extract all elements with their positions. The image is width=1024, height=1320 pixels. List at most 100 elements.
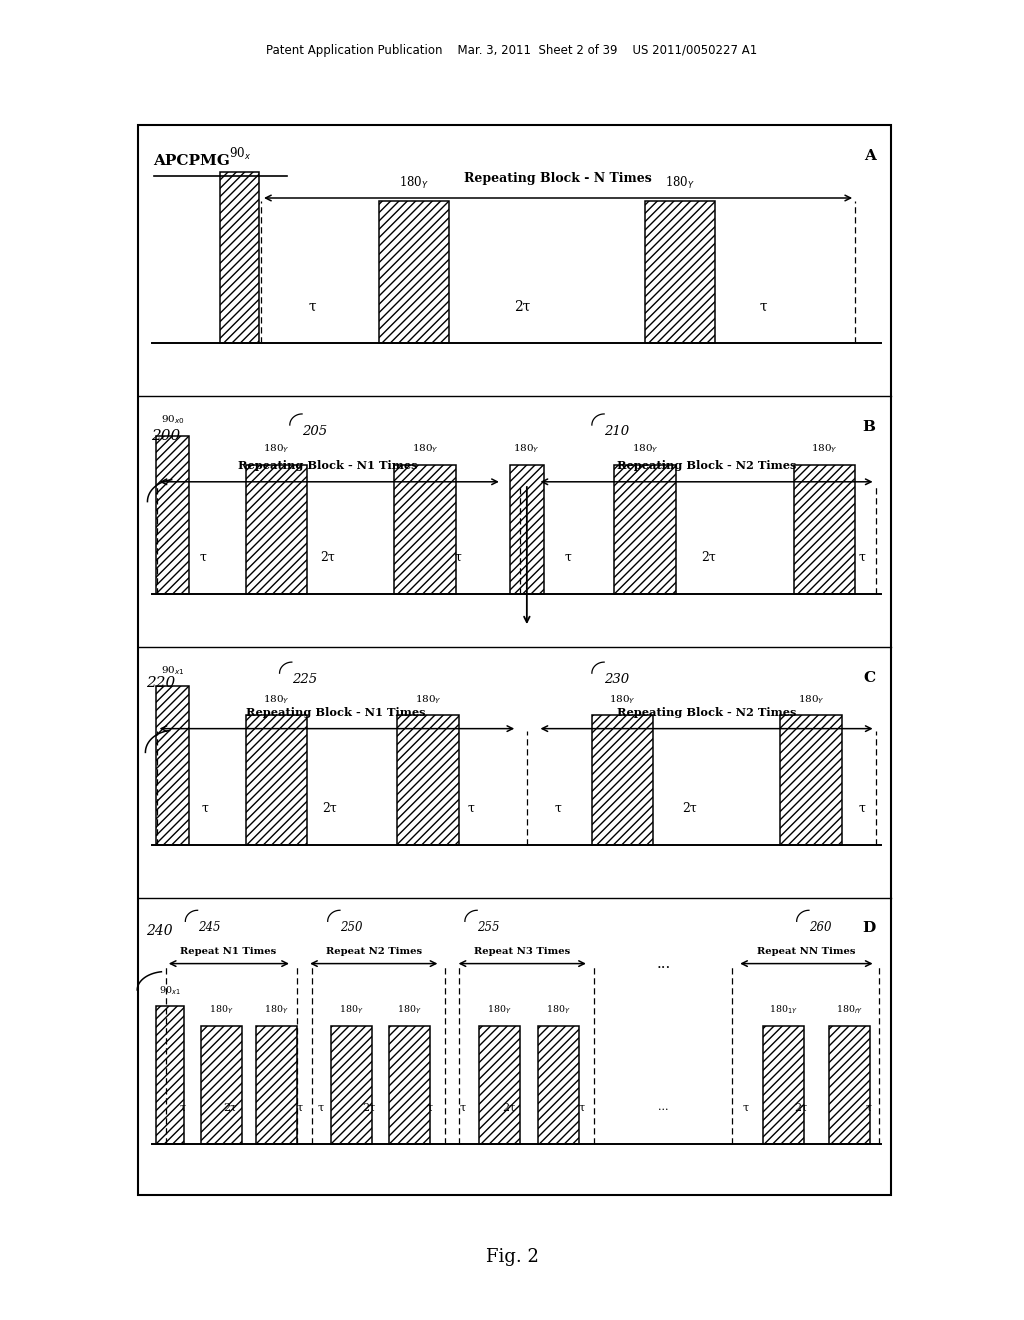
Text: τ: τ [859, 801, 865, 814]
Text: 2τ: 2τ [682, 801, 696, 814]
Text: Fig. 2: Fig. 2 [485, 1247, 539, 1266]
Text: D: D [862, 921, 876, 936]
Text: 180$_Y$: 180$_Y$ [339, 1005, 364, 1016]
Text: 180$_Y$: 180$_Y$ [398, 176, 429, 191]
Text: 250: 250 [340, 921, 362, 935]
Text: 180$_{rY}$: 180$_{rY}$ [837, 1005, 863, 1016]
Text: Repeating Block - N1 Times: Repeating Block - N1 Times [238, 461, 418, 471]
Text: 2τ: 2τ [321, 550, 335, 564]
Bar [246, 715, 307, 845]
Text: τ: τ [179, 1102, 185, 1113]
Bar [156, 436, 189, 594]
Text: τ: τ [427, 1102, 433, 1113]
Text: Repeat NN Times: Repeat NN Times [757, 946, 855, 956]
Text: 245: 245 [198, 921, 220, 935]
Bar [614, 465, 676, 594]
Text: Repeat N1 Times: Repeat N1 Times [180, 946, 276, 956]
Text: 90$_{x1}$: 90$_{x1}$ [159, 985, 181, 997]
Bar [156, 686, 189, 845]
Bar [394, 465, 456, 594]
Text: 180$_Y$: 180$_Y$ [264, 1005, 289, 1016]
Text: 2τ: 2τ [701, 550, 716, 564]
Text: 90$_{x1}$: 90$_{x1}$ [161, 664, 184, 677]
Bar [794, 465, 855, 594]
Text: 180$_Y$: 180$_Y$ [546, 1005, 570, 1016]
Text: C: C [863, 671, 876, 685]
Text: 180$_Y$: 180$_Y$ [811, 442, 838, 455]
Bar [645, 201, 715, 343]
Text: Repeating Block - N1 Times: Repeating Block - N1 Times [246, 708, 426, 718]
Text: τ: τ [859, 550, 865, 564]
Text: 180$_Y$: 180$_Y$ [609, 693, 636, 706]
Text: B: B [862, 420, 876, 434]
Text: 2τ: 2τ [514, 300, 530, 313]
Text: 255: 255 [477, 921, 500, 935]
Text: τ: τ [317, 1102, 324, 1113]
Text: A: A [863, 149, 876, 164]
Text: Repeating Block - N Times: Repeating Block - N Times [464, 172, 652, 185]
Bar [538, 1026, 579, 1144]
Text: 225: 225 [292, 673, 317, 686]
Text: 210: 210 [604, 425, 630, 438]
Text: τ: τ [468, 801, 474, 814]
Text: 2τ: 2τ [502, 1102, 516, 1113]
Bar [780, 715, 842, 845]
Text: τ: τ [579, 1102, 585, 1113]
Text: 2τ: 2τ [361, 1102, 376, 1113]
Text: τ: τ [202, 801, 208, 814]
Text: Repeat N3 Times: Repeat N3 Times [474, 946, 570, 956]
Bar [479, 1026, 520, 1144]
Text: Repeat N2 Times: Repeat N2 Times [326, 946, 422, 956]
Bar [829, 1026, 870, 1144]
Text: 180$_Y$: 180$_Y$ [665, 176, 695, 191]
Text: 2τ: 2τ [323, 801, 337, 814]
Text: τ: τ [555, 801, 561, 814]
Text: τ: τ [742, 1102, 749, 1113]
Text: 90$_{x0}$: 90$_{x0}$ [161, 413, 184, 426]
Bar [246, 465, 307, 594]
Text: 2τ: 2τ [223, 1102, 238, 1113]
Bar [220, 172, 259, 343]
Text: Patent Application Publication    Mar. 3, 2011  Sheet 2 of 39    US 2011/0050227: Patent Application Publication Mar. 3, 2… [266, 44, 758, 57]
Bar [331, 1026, 372, 1144]
Text: 230: 230 [604, 673, 630, 686]
Text: τ: τ [297, 1102, 303, 1113]
Text: ...: ... [656, 957, 671, 970]
Bar [389, 1026, 430, 1144]
Text: 240: 240 [146, 924, 173, 939]
Text: APCPMG: APCPMG [154, 154, 230, 169]
Text: τ: τ [759, 300, 767, 313]
Text: 180$_Y$: 180$_Y$ [263, 693, 290, 706]
Bar [397, 715, 459, 845]
Bar [510, 465, 544, 594]
Text: Repeating Block - N2 Times: Repeating Block - N2 Times [616, 461, 797, 471]
Text: 220: 220 [146, 676, 176, 690]
Text: ...: ... [658, 1102, 669, 1113]
Text: 180$_Y$: 180$_Y$ [798, 693, 824, 706]
Bar [138, 125, 891, 1195]
Text: 205: 205 [302, 425, 328, 438]
Text: 180$_{1Y}$: 180$_{1Y}$ [769, 1005, 798, 1016]
Bar [256, 1026, 297, 1144]
Text: τ: τ [308, 300, 316, 313]
Text: 180$_Y$: 180$_Y$ [412, 442, 438, 455]
Text: Repeating Block - N2 Times: Repeating Block - N2 Times [616, 708, 797, 718]
Text: τ: τ [200, 550, 206, 564]
Text: τ: τ [455, 550, 461, 564]
Bar [156, 1006, 184, 1144]
Text: 180$_Y$: 180$_Y$ [209, 1005, 233, 1016]
Text: 90$_x$: 90$_x$ [228, 147, 251, 162]
Text: 2τ: 2τ [794, 1102, 808, 1113]
Text: τ: τ [460, 1102, 466, 1113]
Bar [763, 1026, 804, 1144]
Text: τ: τ [565, 550, 571, 564]
Text: 200: 200 [152, 429, 181, 444]
Text: 180$_Y$: 180$_Y$ [397, 1005, 422, 1016]
Bar [592, 715, 653, 845]
Text: 180$_Y$: 180$_Y$ [513, 442, 541, 455]
Text: τ: τ [865, 1102, 871, 1113]
Text: 180$_Y$: 180$_Y$ [632, 442, 658, 455]
Bar [201, 1026, 242, 1144]
Text: 180$_Y$: 180$_Y$ [487, 1005, 512, 1016]
Bar [379, 201, 449, 343]
